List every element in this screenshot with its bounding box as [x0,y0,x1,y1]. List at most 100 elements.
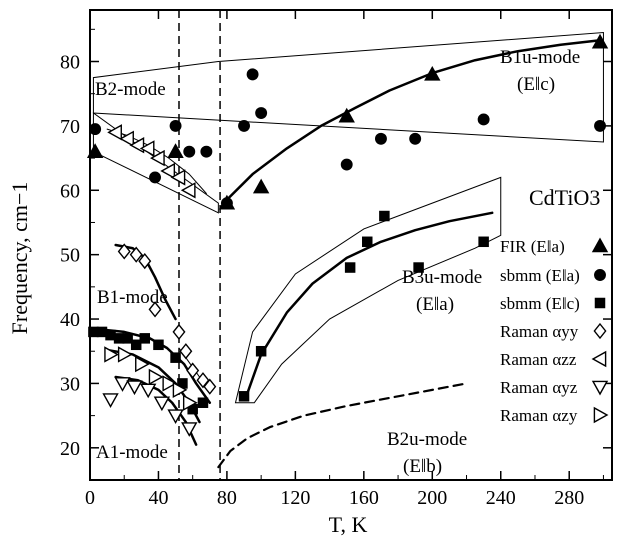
x-tick-label: 80 [217,487,237,509]
legend: FIR (E‖a) sbmm (E‖a) sbmm (E‖c) Raman αyy Ra… [500,237,609,425]
circle-marker [375,132,387,145]
square-marker [594,297,606,309]
circle-marker [409,132,422,145]
y-axis-label: Frequency, cm−1 [7,182,32,335]
plot-frame [89,9,613,481]
y-tick-label: 70 [60,116,80,138]
triangle-left-marker [139,140,155,157]
square-marker [478,236,489,248]
circle-marker [149,171,161,184]
circle-marker [183,145,196,158]
triangle-left-marker [180,182,196,199]
diamond-marker [138,252,152,270]
triangle-left-marker [170,169,186,186]
triangle-down-marker [167,409,184,425]
square-marker [344,262,356,273]
fit-curve [217,382,468,469]
square-marker [187,403,198,415]
triangle-left-marker [591,350,607,368]
x-tick-label: 200 [417,487,447,509]
square-marker [413,262,424,273]
circle-marker [255,107,268,119]
legend-label: Raman αzy [500,406,578,425]
annotation-b1u-polarization: (E‖c) [517,74,555,95]
x-tick-label: 280 [554,487,584,509]
square-marker [153,339,164,351]
square-marker [130,339,142,351]
square-marker [96,326,108,338]
legend-label: Raman αyz [500,378,578,397]
data-points [86,33,609,437]
triangle-right-marker [182,394,198,411]
annotation-b2u-polarization: (E‖b) [403,456,442,477]
circle-marker [200,145,213,158]
triangle-marker [424,65,441,81]
mode-region-outline [92,112,219,214]
annotation-b3u-mode: B3u-mode [402,267,482,288]
triangle-left-marker [119,130,134,147]
x-tick-label: 40 [148,487,168,509]
chart-title: CdTiO3 [529,185,600,210]
diamond-marker [129,246,143,263]
triangle-marker [86,143,104,158]
legend-label: sbmm (E‖c) [500,294,580,313]
square-marker [379,210,390,222]
y-tick-label: 80 [60,52,80,74]
circle-marker [477,113,490,126]
square-marker [255,345,267,357]
triangle-marker [338,107,355,123]
mode-region-outline [92,31,604,143]
triangle-left-marker [107,124,122,141]
diamond-marker [172,323,186,341]
triangle-down-marker [181,422,198,437]
triangle-right-marker [135,355,150,373]
triangle-down-marker [140,383,157,399]
x-axis-label: T, K [329,512,368,537]
triangle-left-marker [160,162,176,180]
mode-region-outline [234,176,502,404]
y-tick-label: 40 [60,309,80,331]
triangle-marker [167,143,184,158]
y-tick-label: 50 [60,245,80,267]
circle-marker [594,269,606,281]
triangle-down-marker [102,393,119,408]
diamond-marker [179,343,193,360]
triangle-marker [591,237,609,253]
annotation-b1u-mode: B1u-mode [500,47,580,68]
triangle-right-marker [148,368,164,386]
triangle-right-marker [172,381,188,399]
legend-label: Raman αzz [500,350,577,369]
triangle-right-marker [593,406,609,424]
x-tick-label: 120 [280,487,310,509]
y-tick-label: 30 [60,373,80,395]
square-marker [105,329,116,341]
triangle-down-marker [114,377,131,392]
square-marker [238,391,250,402]
circle-marker [238,119,250,132]
annotation-b2-mode: B2-mode [95,79,166,100]
triangle-right-marker [162,375,178,392]
fit-curve [92,327,212,404]
triangle-right-marker [117,346,133,363]
square-marker [88,326,99,338]
annotation-a1-mode: A1-mode [96,442,168,463]
x-tick-label: 240 [486,487,516,509]
diamond-marker [186,362,200,379]
legend-label: Raman αyy [500,322,579,341]
square-marker [113,333,125,344]
diamond-marker [117,243,131,260]
circle-marker [220,197,233,210]
square-marker [139,333,151,344]
triangle-down-marker [126,380,143,396]
annotation-b3u-polarization: (E‖a) [416,294,454,315]
y-tick-label: 20 [60,438,80,460]
annotation-b2u-mode: B2u-mode [387,429,467,450]
fit-curve [222,39,602,205]
triangle-down-marker [153,396,171,412]
square-marker [177,378,188,389]
fit-curve [106,128,207,194]
diamond-marker [148,301,162,318]
circle-marker [169,119,182,132]
triangle-marker [591,33,609,49]
